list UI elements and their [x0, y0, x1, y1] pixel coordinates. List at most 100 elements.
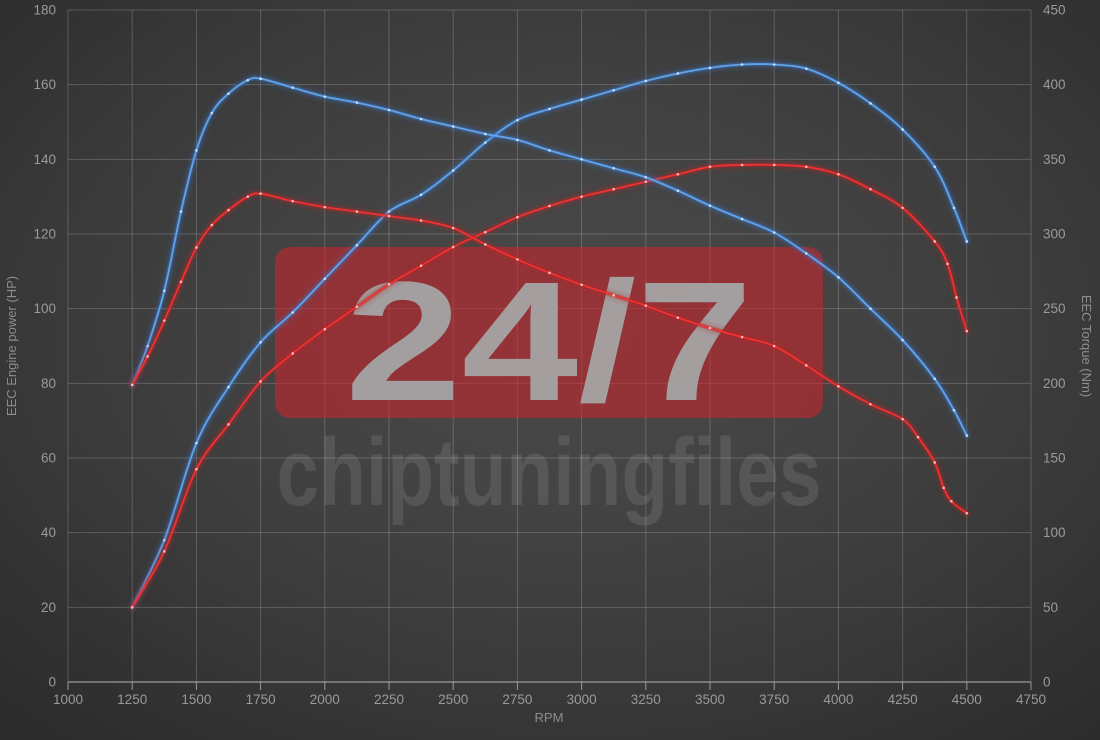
data-point-marker — [676, 189, 680, 192]
watermark-brand-text: chiptuningfiles — [277, 419, 822, 526]
data-point-marker — [805, 364, 808, 367]
data-point-marker — [548, 107, 551, 111]
y-right-tick-label: 450 — [1043, 3, 1066, 18]
data-point-marker — [933, 377, 936, 381]
data-point-marker — [484, 243, 487, 246]
data-point-marker — [580, 283, 583, 287]
data-point-marker — [901, 417, 904, 421]
data-point-marker — [387, 283, 391, 286]
y-left-tick-label: 120 — [33, 227, 56, 242]
data-point-marker — [708, 165, 712, 169]
data-point-marker — [805, 252, 808, 255]
data-point-marker — [419, 193, 423, 197]
data-point-marker — [355, 305, 359, 309]
data-point-marker — [146, 355, 149, 358]
x-tick-label: 4500 — [952, 692, 982, 707]
series-tuned-power-hp — [127, 59, 972, 612]
data-point-marker — [916, 435, 920, 439]
data-point-marker — [227, 423, 230, 426]
data-point-marker — [451, 226, 455, 230]
y-left-tick-label: 180 — [33, 3, 56, 18]
curves — [127, 59, 972, 612]
data-point-marker — [419, 264, 423, 268]
data-point-marker — [952, 408, 956, 412]
data-point-marker — [708, 326, 712, 330]
data-point-marker — [955, 296, 958, 299]
x-tick-label: 2000 — [310, 692, 340, 707]
data-point-marker — [548, 271, 551, 275]
data-point-marker — [901, 338, 904, 342]
y-axis-title-left: EEC Engine power (HP) — [4, 276, 19, 416]
data-point-marker — [869, 307, 872, 310]
data-point-marker — [323, 95, 327, 98]
y-right-tick-label: 0 — [1043, 675, 1051, 690]
data-point-marker — [323, 277, 327, 281]
data-point-marker — [291, 199, 295, 203]
y-left-tick-label: 60 — [41, 451, 56, 466]
x-tick-label: 1000 — [53, 692, 83, 707]
data-point-marker — [772, 344, 776, 348]
data-point-marker — [259, 77, 262, 80]
x-tick-label: 2250 — [374, 692, 404, 707]
data-point-marker — [130, 383, 134, 387]
data-point-marker — [179, 210, 183, 213]
x-axis-title: RPM — [535, 710, 564, 725]
data-point-marker — [195, 467, 198, 471]
x-tick-label: 1750 — [246, 692, 276, 707]
x-tick-label: 3000 — [567, 692, 597, 707]
data-point-marker — [130, 606, 134, 609]
data-point-marker — [387, 108, 391, 112]
y-left-tick-label: 40 — [41, 525, 56, 540]
data-point-marker — [484, 230, 487, 234]
watermark: 24/7 chiptuningfiles — [275, 247, 823, 526]
data-point-marker — [451, 169, 455, 172]
data-point-marker — [612, 293, 615, 297]
x-tick-label: 4000 — [823, 692, 853, 707]
x-tick-label: 2500 — [438, 692, 468, 707]
data-point-marker — [952, 206, 956, 210]
data-point-marker — [484, 141, 487, 144]
x-tick-label: 2750 — [502, 692, 532, 707]
data-point-marker — [644, 304, 648, 307]
y-left-tick-label: 160 — [33, 77, 56, 92]
data-point-marker — [163, 319, 166, 322]
data-point-marker — [548, 149, 551, 152]
y-right-tick-label: 50 — [1043, 600, 1058, 615]
data-point-marker — [837, 81, 840, 85]
data-point-marker — [548, 204, 551, 208]
data-point-marker — [676, 316, 680, 319]
data-point-marker — [933, 165, 936, 169]
data-point-marker — [869, 402, 872, 406]
y-left-tick-label: 80 — [41, 376, 56, 391]
data-point-marker — [644, 175, 648, 179]
data-point-marker — [740, 217, 744, 221]
data-point-marker — [179, 280, 183, 284]
y-axis-title-right: EEC Torque (Nm) — [1079, 295, 1094, 397]
series-line — [131, 192, 968, 515]
data-point-marker — [805, 165, 808, 169]
y-right-tick-label: 400 — [1043, 77, 1066, 92]
y-right-tick-label: 350 — [1043, 152, 1066, 167]
data-point-marker — [772, 163, 776, 167]
data-point-marker — [772, 231, 776, 234]
y-right-tick-label: 150 — [1043, 451, 1066, 466]
data-point-marker — [451, 125, 455, 128]
data-point-marker — [323, 205, 327, 209]
series-stock-torque-nm — [127, 188, 972, 518]
data-point-marker — [227, 385, 230, 389]
data-point-marker — [291, 352, 295, 355]
data-point-marker — [805, 67, 808, 70]
data-point-marker — [516, 215, 519, 219]
y-right-tick-label: 100 — [1043, 525, 1066, 540]
data-point-marker — [291, 86, 295, 89]
data-point-marker — [612, 88, 615, 92]
data-point-marker — [484, 132, 487, 136]
data-point-marker — [516, 138, 519, 142]
axes: 1000 1250 1500 1750 2000 2250 2500 2750 3000 3250… — [33, 3, 1065, 708]
data-point-marker — [772, 63, 776, 66]
data-point-marker — [210, 111, 214, 115]
data-point-marker — [227, 92, 230, 95]
data-point-marker — [580, 195, 583, 198]
